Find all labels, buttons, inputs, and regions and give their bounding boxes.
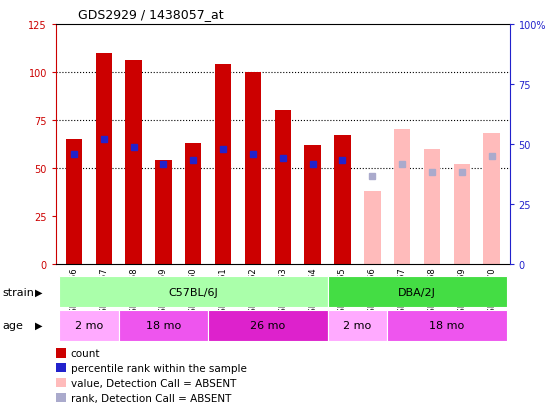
Bar — [364, 192, 381, 264]
Text: GDS2929 / 1438057_at: GDS2929 / 1438057_at — [78, 8, 224, 21]
Text: ▶: ▶ — [35, 287, 43, 297]
Bar — [245, 73, 261, 264]
Bar — [328, 277, 507, 308]
Text: DBA/2J: DBA/2J — [398, 287, 436, 297]
Bar — [125, 61, 142, 264]
Bar — [483, 134, 500, 264]
Text: C57BL/6J: C57BL/6J — [169, 287, 218, 297]
Text: ▶: ▶ — [35, 320, 43, 330]
Bar — [215, 65, 231, 264]
Text: count: count — [71, 348, 100, 358]
Bar — [388, 310, 507, 341]
Text: 26 mo: 26 mo — [250, 320, 286, 330]
Bar — [59, 277, 328, 308]
Text: strain: strain — [3, 287, 35, 297]
Bar — [394, 130, 410, 264]
Text: age: age — [3, 320, 24, 330]
Bar — [66, 140, 82, 264]
Bar — [328, 310, 388, 341]
Bar — [334, 136, 351, 264]
Text: rank, Detection Call = ABSENT: rank, Detection Call = ABSENT — [71, 393, 231, 403]
Bar — [454, 165, 470, 264]
Bar — [59, 310, 119, 341]
Text: 18 mo: 18 mo — [146, 320, 181, 330]
Bar — [96, 54, 112, 264]
Text: percentile rank within the sample: percentile rank within the sample — [71, 363, 246, 373]
Text: 18 mo: 18 mo — [430, 320, 465, 330]
Bar — [424, 150, 440, 264]
Text: 2 mo: 2 mo — [343, 320, 371, 330]
Bar — [185, 144, 202, 264]
Bar — [305, 145, 321, 264]
Text: 2 mo: 2 mo — [74, 320, 103, 330]
Text: value, Detection Call = ABSENT: value, Detection Call = ABSENT — [71, 378, 236, 388]
Bar — [274, 111, 291, 264]
Bar — [208, 310, 328, 341]
Bar — [119, 310, 208, 341]
Bar — [155, 161, 171, 264]
